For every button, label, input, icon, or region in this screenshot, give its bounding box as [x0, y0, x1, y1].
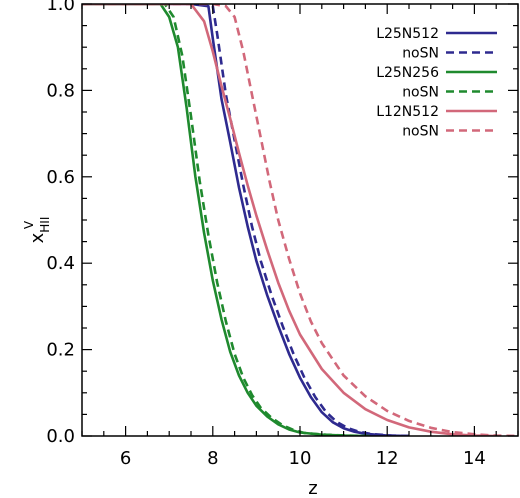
y-axis-label: xHII [27, 217, 52, 244]
y-axis-label-sup: V [22, 220, 36, 229]
legend-label-3: L25N256 [376, 65, 439, 81]
legend-label-2: noSN [402, 46, 439, 62]
x-tick-label: 14 [463, 448, 486, 469]
y-tick-label: 0.6 [46, 167, 75, 188]
x-tick-label: 10 [289, 448, 312, 469]
y-tick-label: 0.8 [46, 80, 75, 101]
x-tick-label: 6 [120, 448, 131, 469]
series-line-6 [82, 4, 518, 436]
y-tick-label: 0.2 [46, 340, 75, 361]
y-axis-label-sub: HII [38, 217, 52, 233]
legend-label-5: L12N512 [376, 104, 439, 120]
legend-label-1: L25N512 [376, 26, 439, 42]
svg-text:xHII: xHII [27, 217, 52, 244]
y-tick-label: 1.0 [46, 0, 75, 15]
legend-label-4: noSN [402, 85, 439, 101]
axes: 6 8 10 12 14 0.0 0.2 0.4 0.6 0.8 1.0 [46, 0, 519, 469]
legend: L25N512 noSN L25N256 noSN L12N512 noSN [376, 26, 497, 140]
series-line-2 [82, 4, 414, 436]
series-line-5 [82, 4, 497, 436]
x-tick-label: 12 [376, 448, 399, 469]
y-axis-label-main: x [27, 232, 48, 243]
y-tick-label: 0.0 [46, 426, 75, 447]
x-tick-label: 8 [207, 448, 218, 469]
x-axis-label: z [308, 478, 317, 498]
y-tick-label: 0.4 [46, 253, 75, 274]
series-line-4 [82, 4, 370, 436]
legend-label-6: noSN [402, 124, 439, 140]
series-curves [82, 4, 518, 436]
